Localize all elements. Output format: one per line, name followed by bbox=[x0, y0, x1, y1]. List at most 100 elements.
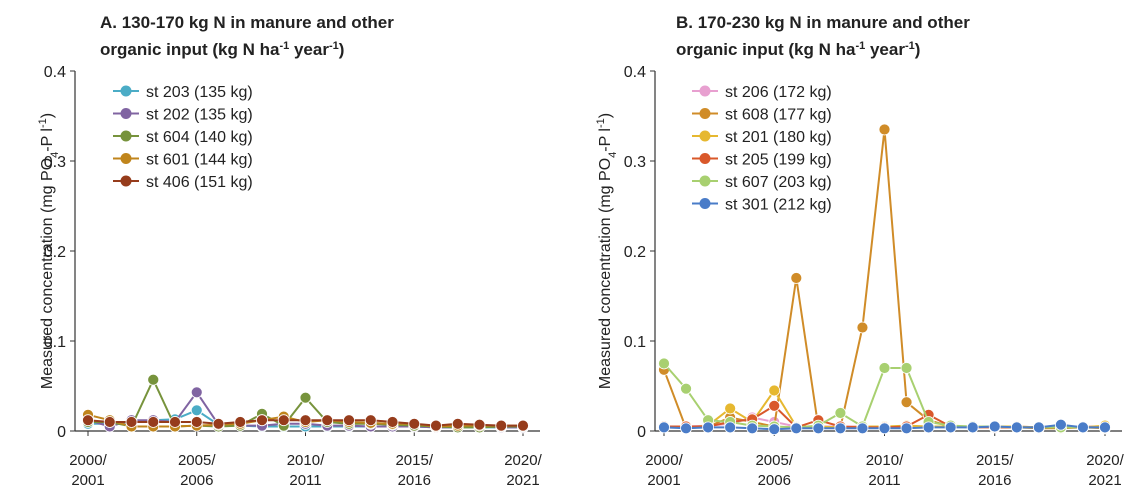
legend-label: st 202 (135 kg) bbox=[146, 107, 253, 124]
text-part: -P l bbox=[597, 128, 614, 152]
y-tick-label: 0.1 bbox=[624, 334, 646, 351]
chart-title: B. 170-230 kg N in manure and other bbox=[676, 13, 970, 32]
data-point bbox=[343, 414, 355, 427]
data-point bbox=[790, 272, 803, 284]
data-point bbox=[790, 422, 803, 435]
legend-label: st 205 (199 kg) bbox=[725, 152, 832, 169]
superscript: -1 bbox=[37, 118, 49, 128]
y-tick-label: 0.4 bbox=[624, 64, 646, 81]
data-point bbox=[988, 420, 1001, 433]
data-point bbox=[878, 362, 891, 374]
data-point bbox=[658, 357, 670, 370]
data-point bbox=[495, 419, 508, 432]
y-tick-label: 0.1 bbox=[44, 334, 66, 351]
x-tick-label: 2000/2001 bbox=[69, 452, 107, 489]
x-tick-label: 2020/2021 bbox=[504, 452, 542, 489]
text-part: B. 170-230 kg N in manure and other bbox=[676, 13, 970, 32]
data-point bbox=[834, 422, 847, 435]
text-part: ) bbox=[39, 113, 56, 118]
data-point bbox=[768, 423, 781, 436]
legend-label: st 604 (140 kg) bbox=[146, 129, 253, 146]
data-point bbox=[408, 417, 421, 430]
superscript: -1 bbox=[595, 118, 607, 128]
data-point bbox=[125, 416, 138, 428]
text-part: organic input (kg N ha bbox=[100, 40, 280, 59]
y-tick-label: 0.3 bbox=[44, 154, 66, 171]
data-point bbox=[386, 416, 399, 428]
legend-marker bbox=[120, 85, 132, 97]
text-part: year bbox=[289, 40, 329, 59]
chart-title: organic input (kg N ha-1 year-1) bbox=[676, 40, 920, 59]
data-point bbox=[190, 416, 203, 428]
data-point bbox=[768, 399, 781, 412]
data-point bbox=[680, 382, 692, 395]
y-tick-label: 0.3 bbox=[624, 154, 646, 171]
y-tick-label: 0 bbox=[57, 424, 66, 441]
superscript: -1 bbox=[855, 40, 865, 52]
legend-marker bbox=[120, 108, 132, 119]
text-part: ) bbox=[915, 40, 921, 59]
data-point bbox=[82, 414, 94, 427]
legend-marker bbox=[699, 130, 711, 142]
data-point bbox=[878, 422, 891, 435]
data-point bbox=[834, 407, 847, 419]
data-point bbox=[103, 416, 116, 428]
legend-marker bbox=[699, 153, 711, 164]
x-tick-label: 2015/2016 bbox=[395, 452, 434, 489]
x-tick-label: 2005/2006 bbox=[755, 452, 794, 489]
y-tick-label: 0.2 bbox=[44, 244, 66, 261]
series bbox=[82, 414, 529, 432]
legend-marker bbox=[120, 175, 132, 187]
chart-title: organic input (kg N ha-1 year-1) bbox=[100, 40, 344, 59]
data-point bbox=[277, 414, 290, 427]
x-tick-label: 2015/2016 bbox=[975, 452, 1014, 489]
data-point bbox=[169, 416, 181, 428]
superscript: -1 bbox=[905, 40, 915, 52]
superscript: -1 bbox=[279, 40, 289, 52]
data-point bbox=[147, 416, 160, 428]
legend-label: st 608 (177 kg) bbox=[725, 107, 832, 124]
legend-marker bbox=[699, 175, 711, 187]
legend-label: st 607 (203 kg) bbox=[725, 174, 832, 191]
text-part: A. 130-170 kg N in manure and other bbox=[100, 13, 394, 32]
data-point bbox=[702, 421, 714, 434]
x-tick-label: 2020/2021 bbox=[1086, 452, 1124, 489]
superscript: -1 bbox=[329, 40, 339, 52]
legend-label: st 601 (144 kg) bbox=[146, 152, 253, 169]
legend-marker bbox=[120, 130, 132, 142]
data-point bbox=[922, 421, 935, 434]
legend-label: st 206 (172 kg) bbox=[725, 84, 832, 101]
data-point bbox=[190, 386, 203, 399]
data-point bbox=[451, 417, 464, 430]
y-axis-label: Measured concentration (mg PO4-P l-1) bbox=[37, 113, 61, 389]
x-tick-label: 2010/2011 bbox=[286, 452, 325, 489]
data-point bbox=[190, 404, 203, 417]
data-point bbox=[430, 419, 442, 432]
legend-label: st 301 (212 kg) bbox=[725, 197, 832, 214]
data-point bbox=[680, 422, 692, 435]
legend-marker bbox=[699, 108, 711, 119]
text-part: -P l bbox=[39, 128, 56, 152]
chart-title: A. 130-170 kg N in manure and other bbox=[100, 13, 394, 32]
data-point bbox=[746, 422, 759, 435]
data-point bbox=[724, 421, 737, 434]
text-part: Measured concentration (mg PO bbox=[597, 158, 614, 389]
y-tick-label: 0.4 bbox=[44, 64, 66, 81]
series bbox=[658, 123, 1111, 435]
legend-label: st 406 (151 kg) bbox=[146, 174, 253, 191]
y-axis-label: Measured concentration (mg PO4-P l-1) bbox=[595, 113, 619, 389]
subscript: 4 bbox=[607, 152, 619, 158]
text-part: Measured concentration (mg PO bbox=[39, 158, 56, 389]
data-point bbox=[724, 402, 737, 415]
data-point bbox=[299, 414, 312, 427]
data-point bbox=[1099, 421, 1111, 434]
data-point bbox=[364, 414, 377, 427]
data-point bbox=[473, 418, 486, 431]
text-part: organic input (kg N ha bbox=[676, 40, 856, 59]
y-tick-label: 0 bbox=[637, 424, 646, 441]
legend-label: st 203 (135 kg) bbox=[146, 84, 253, 101]
data-point bbox=[768, 384, 781, 397]
data-point bbox=[856, 321, 869, 334]
text-part: year bbox=[865, 40, 905, 59]
